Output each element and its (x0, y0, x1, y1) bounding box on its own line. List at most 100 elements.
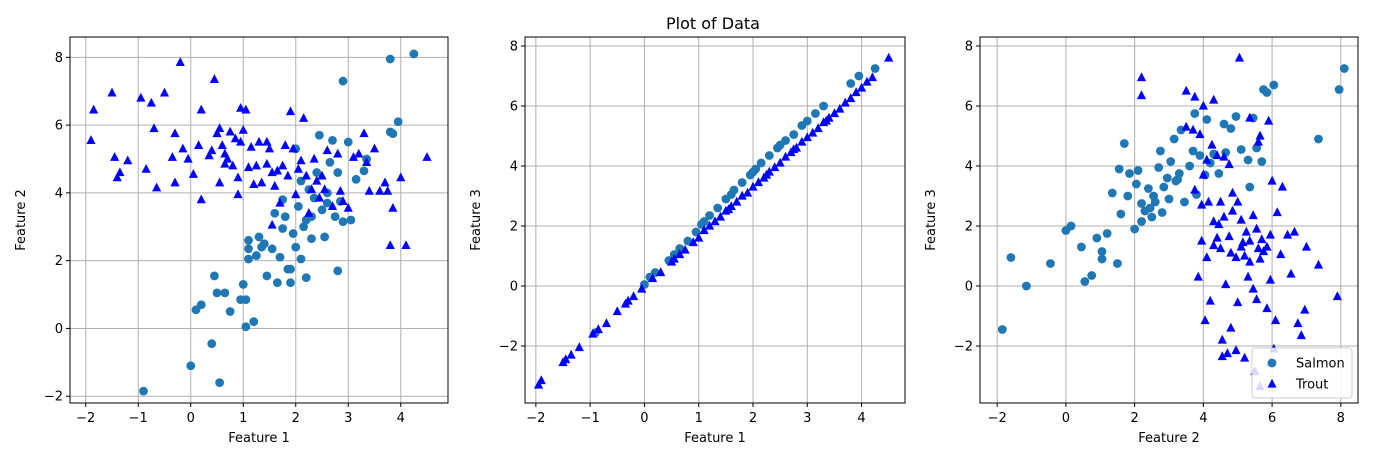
data-point-salmon (1243, 155, 1253, 165)
data-point-trout (338, 196, 348, 205)
data-point-trout (123, 155, 133, 165)
x-tick-label: 4 (1199, 411, 1207, 426)
data-point-salmon (1159, 182, 1169, 192)
data-point-salmon (1123, 191, 1133, 201)
data-point-salmon (1154, 163, 1164, 172)
data-point-salmon (1145, 203, 1155, 213)
y-tick-label: 4 (55, 186, 63, 201)
data-point-trout (561, 354, 571, 364)
data-point-salmon (1339, 64, 1349, 73)
data-point-salmon (139, 386, 148, 396)
data-point-trout (574, 342, 584, 352)
data-point-salmon (1102, 229, 1112, 238)
data-point-salmon (307, 234, 316, 244)
data-point-trout (401, 240, 411, 250)
data-point-trout (262, 136, 272, 146)
data-point-salmon (186, 361, 196, 371)
data-point-trout (1202, 252, 1212, 262)
data-point-trout (1197, 235, 1207, 245)
data-point-trout (343, 202, 353, 212)
y-tick-label: 0 (510, 280, 518, 295)
x-tick-label: 4 (857, 411, 865, 426)
data-point-trout (291, 189, 301, 199)
data-point-trout (159, 87, 170, 97)
data-point-trout (238, 124, 248, 134)
data-point-trout (680, 244, 690, 254)
data-point-trout (254, 136, 264, 146)
data-point-salmon (241, 322, 251, 332)
data-point-salmon (254, 232, 264, 242)
data-point-salmon (244, 254, 253, 264)
data-point-trout (715, 211, 726, 221)
data-point-trout (601, 318, 612, 328)
x-axis-label: Feature 2 (1138, 431, 1200, 446)
data-point-salmon (1164, 194, 1174, 204)
data-point-trout (656, 267, 666, 277)
data-point-trout (1245, 112, 1255, 122)
x-tick-label: −2 (76, 411, 95, 426)
data-point-trout (1215, 243, 1226, 253)
data-point-salmon (748, 167, 758, 177)
data-point-trout (1198, 169, 1208, 179)
data-point-trout (1202, 154, 1212, 164)
data-point-trout (217, 140, 227, 150)
data-point-trout (623, 295, 633, 305)
data-point-trout (1197, 199, 1207, 209)
data-point-trout (688, 237, 698, 247)
data-point-trout (1289, 226, 1300, 236)
x-tick-label: −1 (129, 411, 148, 426)
data-point-salmon (1269, 80, 1279, 90)
data-point-trout (320, 184, 330, 194)
data-point-salmon (338, 76, 348, 86)
data-point-trout (301, 170, 311, 180)
data-point-trout (354, 148, 364, 158)
x-tick-label: 6 (1268, 411, 1276, 426)
y-tick-label: −2 (499, 340, 518, 355)
data-point-trout (212, 128, 222, 138)
data-point-salmon (1180, 197, 1189, 207)
data-point-trout (288, 143, 298, 153)
data-point-trout (317, 170, 327, 180)
data-point-trout (306, 184, 317, 194)
data-point-salmon (1143, 184, 1153, 193)
data-point-trout (1219, 211, 1229, 221)
data-point-trout (566, 349, 576, 359)
data-point-salmon (241, 295, 251, 305)
data-point-trout (1233, 297, 1243, 307)
data-point-trout (110, 152, 120, 161)
data-point-trout (309, 153, 319, 163)
x-tick-label: 1 (695, 411, 703, 426)
data-point-salmon (299, 222, 309, 232)
data-point-trout (1241, 226, 1251, 236)
y-tick-label: −2 (954, 340, 973, 355)
data-point-trout (86, 135, 96, 144)
data-point-salmon (296, 254, 306, 264)
y-axis-label: Feature 2 (14, 189, 29, 251)
x-tick-label: 4 (397, 411, 405, 426)
y-tick-label: 0 (55, 322, 63, 337)
data-point-trout (107, 87, 117, 97)
data-point-trout (383, 185, 393, 195)
data-point-trout (335, 185, 345, 195)
data-point-trout (296, 155, 306, 165)
data-point-trout (278, 160, 288, 170)
data-point-salmon (225, 307, 235, 316)
data-point-trout (1248, 283, 1258, 293)
data-point-salmon (293, 202, 303, 211)
data-point-trout (1332, 291, 1342, 301)
data-point-salmon (1107, 188, 1117, 198)
data-point-salmon (257, 242, 267, 252)
y-tick-label: 0 (965, 280, 973, 295)
data-point-salmon (1157, 208, 1167, 217)
data-point-trout (167, 152, 177, 161)
data-point-trout (1296, 330, 1306, 340)
data-point-salmon (1130, 224, 1140, 234)
data-point-salmon (1119, 139, 1129, 148)
data-point-salmon (1113, 259, 1122, 268)
data-point-trout (1255, 253, 1265, 263)
x-tick-label: −2 (526, 411, 545, 426)
data-point-salmon (764, 151, 774, 160)
data-point-trout (1190, 184, 1200, 194)
data-point-salmon (1114, 164, 1124, 174)
